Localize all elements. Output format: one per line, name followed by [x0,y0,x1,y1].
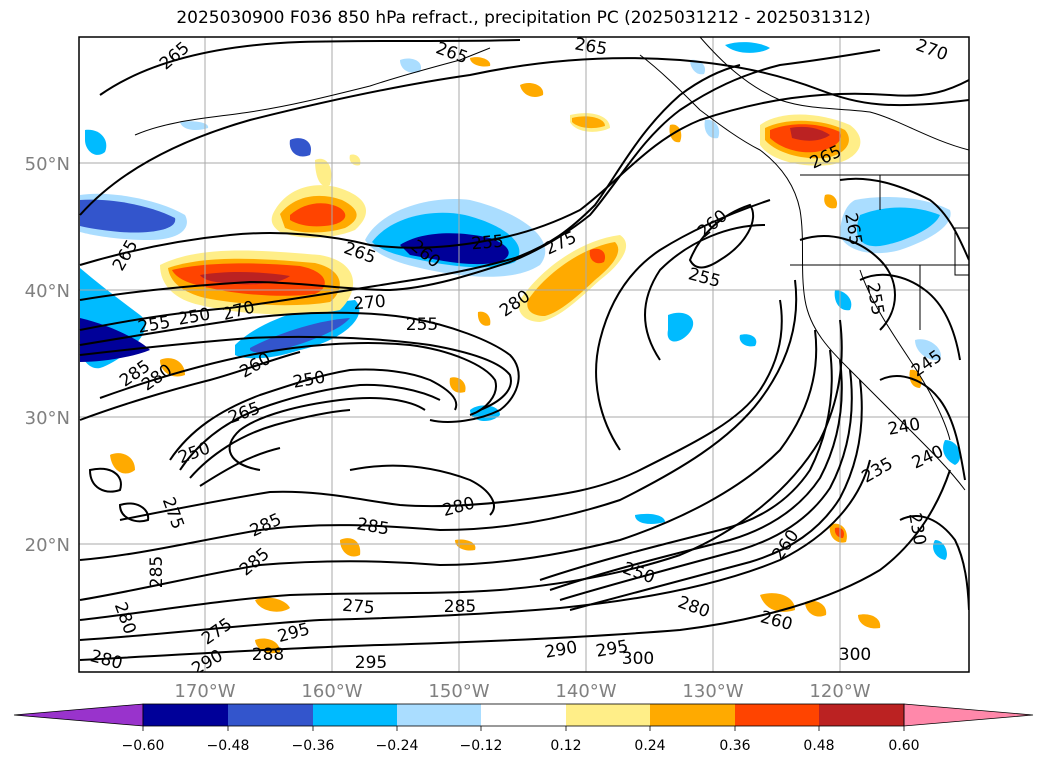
lon-label: 150°W [428,681,489,702]
contour-label: 300 [839,645,871,665]
contour-label: 270 [353,292,387,315]
lon-label: 140°W [555,681,616,702]
lat-label: 50°N [25,154,70,175]
colorbar: −0.60 −0.48 −0.36 −0.24 −0.12 0.12 0.24 … [13,703,1034,754]
longitude-labels: 170°W 160°W 150°W 140°W 130°W 120°W [174,681,870,702]
lat-label: 40°N [25,281,70,302]
colorbar-segment [566,704,650,726]
contour-label: 288 [252,645,284,665]
colorbar-segment [819,704,904,726]
colorbar-segment [481,704,566,726]
colorbar-segment [143,704,228,726]
contour-label: 255 [471,232,505,255]
colorbar-tick: 0.12 [550,738,581,754]
contour-label: 300 [622,649,654,669]
colorbar-tick: −0.24 [376,738,419,754]
lat-label: 30°N [25,408,70,429]
contour-label: 265 [573,34,608,59]
colorbar-segment [228,704,313,726]
colorbar-tick: 0.48 [803,738,834,754]
colorbar-segment [735,704,819,726]
lon-label: 120°W [809,681,870,702]
colorbar-tick: −0.36 [292,738,335,754]
colorbar-tick: 0.24 [634,738,665,754]
colorbar-segment [650,704,735,726]
colorbar-tick: 0.60 [888,738,919,754]
map-border [78,36,970,673]
colorbar-extend-high [903,703,1034,727]
map-title: 2025030900 F036 850 hPa refract., precip… [176,8,871,28]
lon-label: 170°W [174,681,235,702]
precip-negative-shading [80,42,961,560]
contour-label: 295 [355,653,387,673]
lon-label: 130°W [682,681,743,702]
contour-label: 275 [341,596,375,619]
contour-label: 285 [147,556,167,588]
colorbar-tick: −0.60 [122,738,165,754]
latitude-labels: 50°N 40°N 30°N 20°N [25,154,70,556]
colorbar-extend-low [13,703,144,727]
lon-label: 160°W [301,681,362,702]
colorbar-tick: −0.48 [207,738,250,754]
colorbar-frame [142,703,905,727]
coastlines [134,37,969,491]
lat-label: 20°N [25,535,70,556]
colorbar-tick: 0.36 [719,738,750,754]
colorbar-segment [397,704,481,726]
contour-label: 255 [406,315,438,335]
contour-label: 285 [444,597,476,617]
colorbar-tick: −0.12 [460,738,503,754]
contour-lines [79,39,969,661]
colorbar-segment [313,704,397,726]
